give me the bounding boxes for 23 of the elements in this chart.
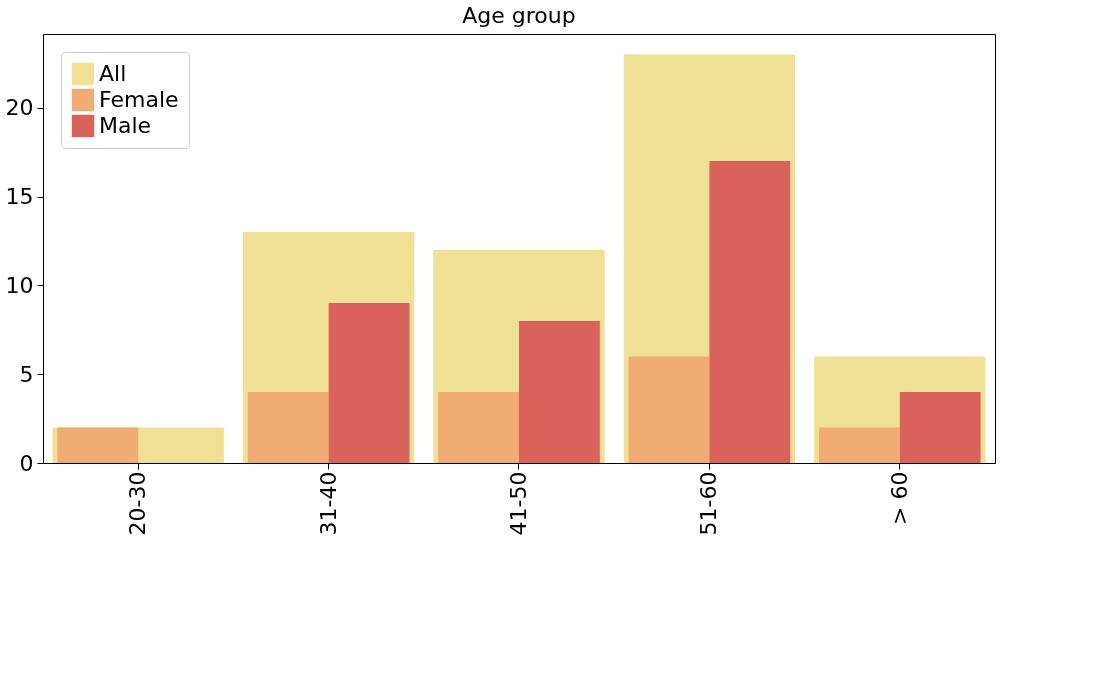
bar <box>438 391 519 463</box>
bar <box>709 161 791 463</box>
y-tick-label: 5 <box>19 361 34 387</box>
legend-label: Female <box>99 87 179 112</box>
chart-title: Age group <box>462 3 576 28</box>
bar <box>328 303 410 463</box>
x-tick-label: 51-60 <box>696 471 722 536</box>
x-tick-label: 20-30 <box>125 471 151 536</box>
legend-label: Male <box>99 113 152 138</box>
bar <box>57 427 139 463</box>
legend-label: All <box>99 61 127 86</box>
bar <box>818 427 900 463</box>
bar <box>899 391 981 463</box>
bar <box>247 391 329 463</box>
bar <box>519 320 600 463</box>
y-tick-label: 20 <box>5 95 34 121</box>
y-tick-label: 0 <box>19 450 34 476</box>
x-tick-label: > 60 <box>886 471 912 525</box>
y-tick-label: 15 <box>5 184 34 210</box>
x-tick-label: 31-40 <box>315 471 341 536</box>
x-tick-label: 41-50 <box>506 471 531 536</box>
bar <box>628 356 710 463</box>
y-tick-label: 10 <box>5 272 34 298</box>
